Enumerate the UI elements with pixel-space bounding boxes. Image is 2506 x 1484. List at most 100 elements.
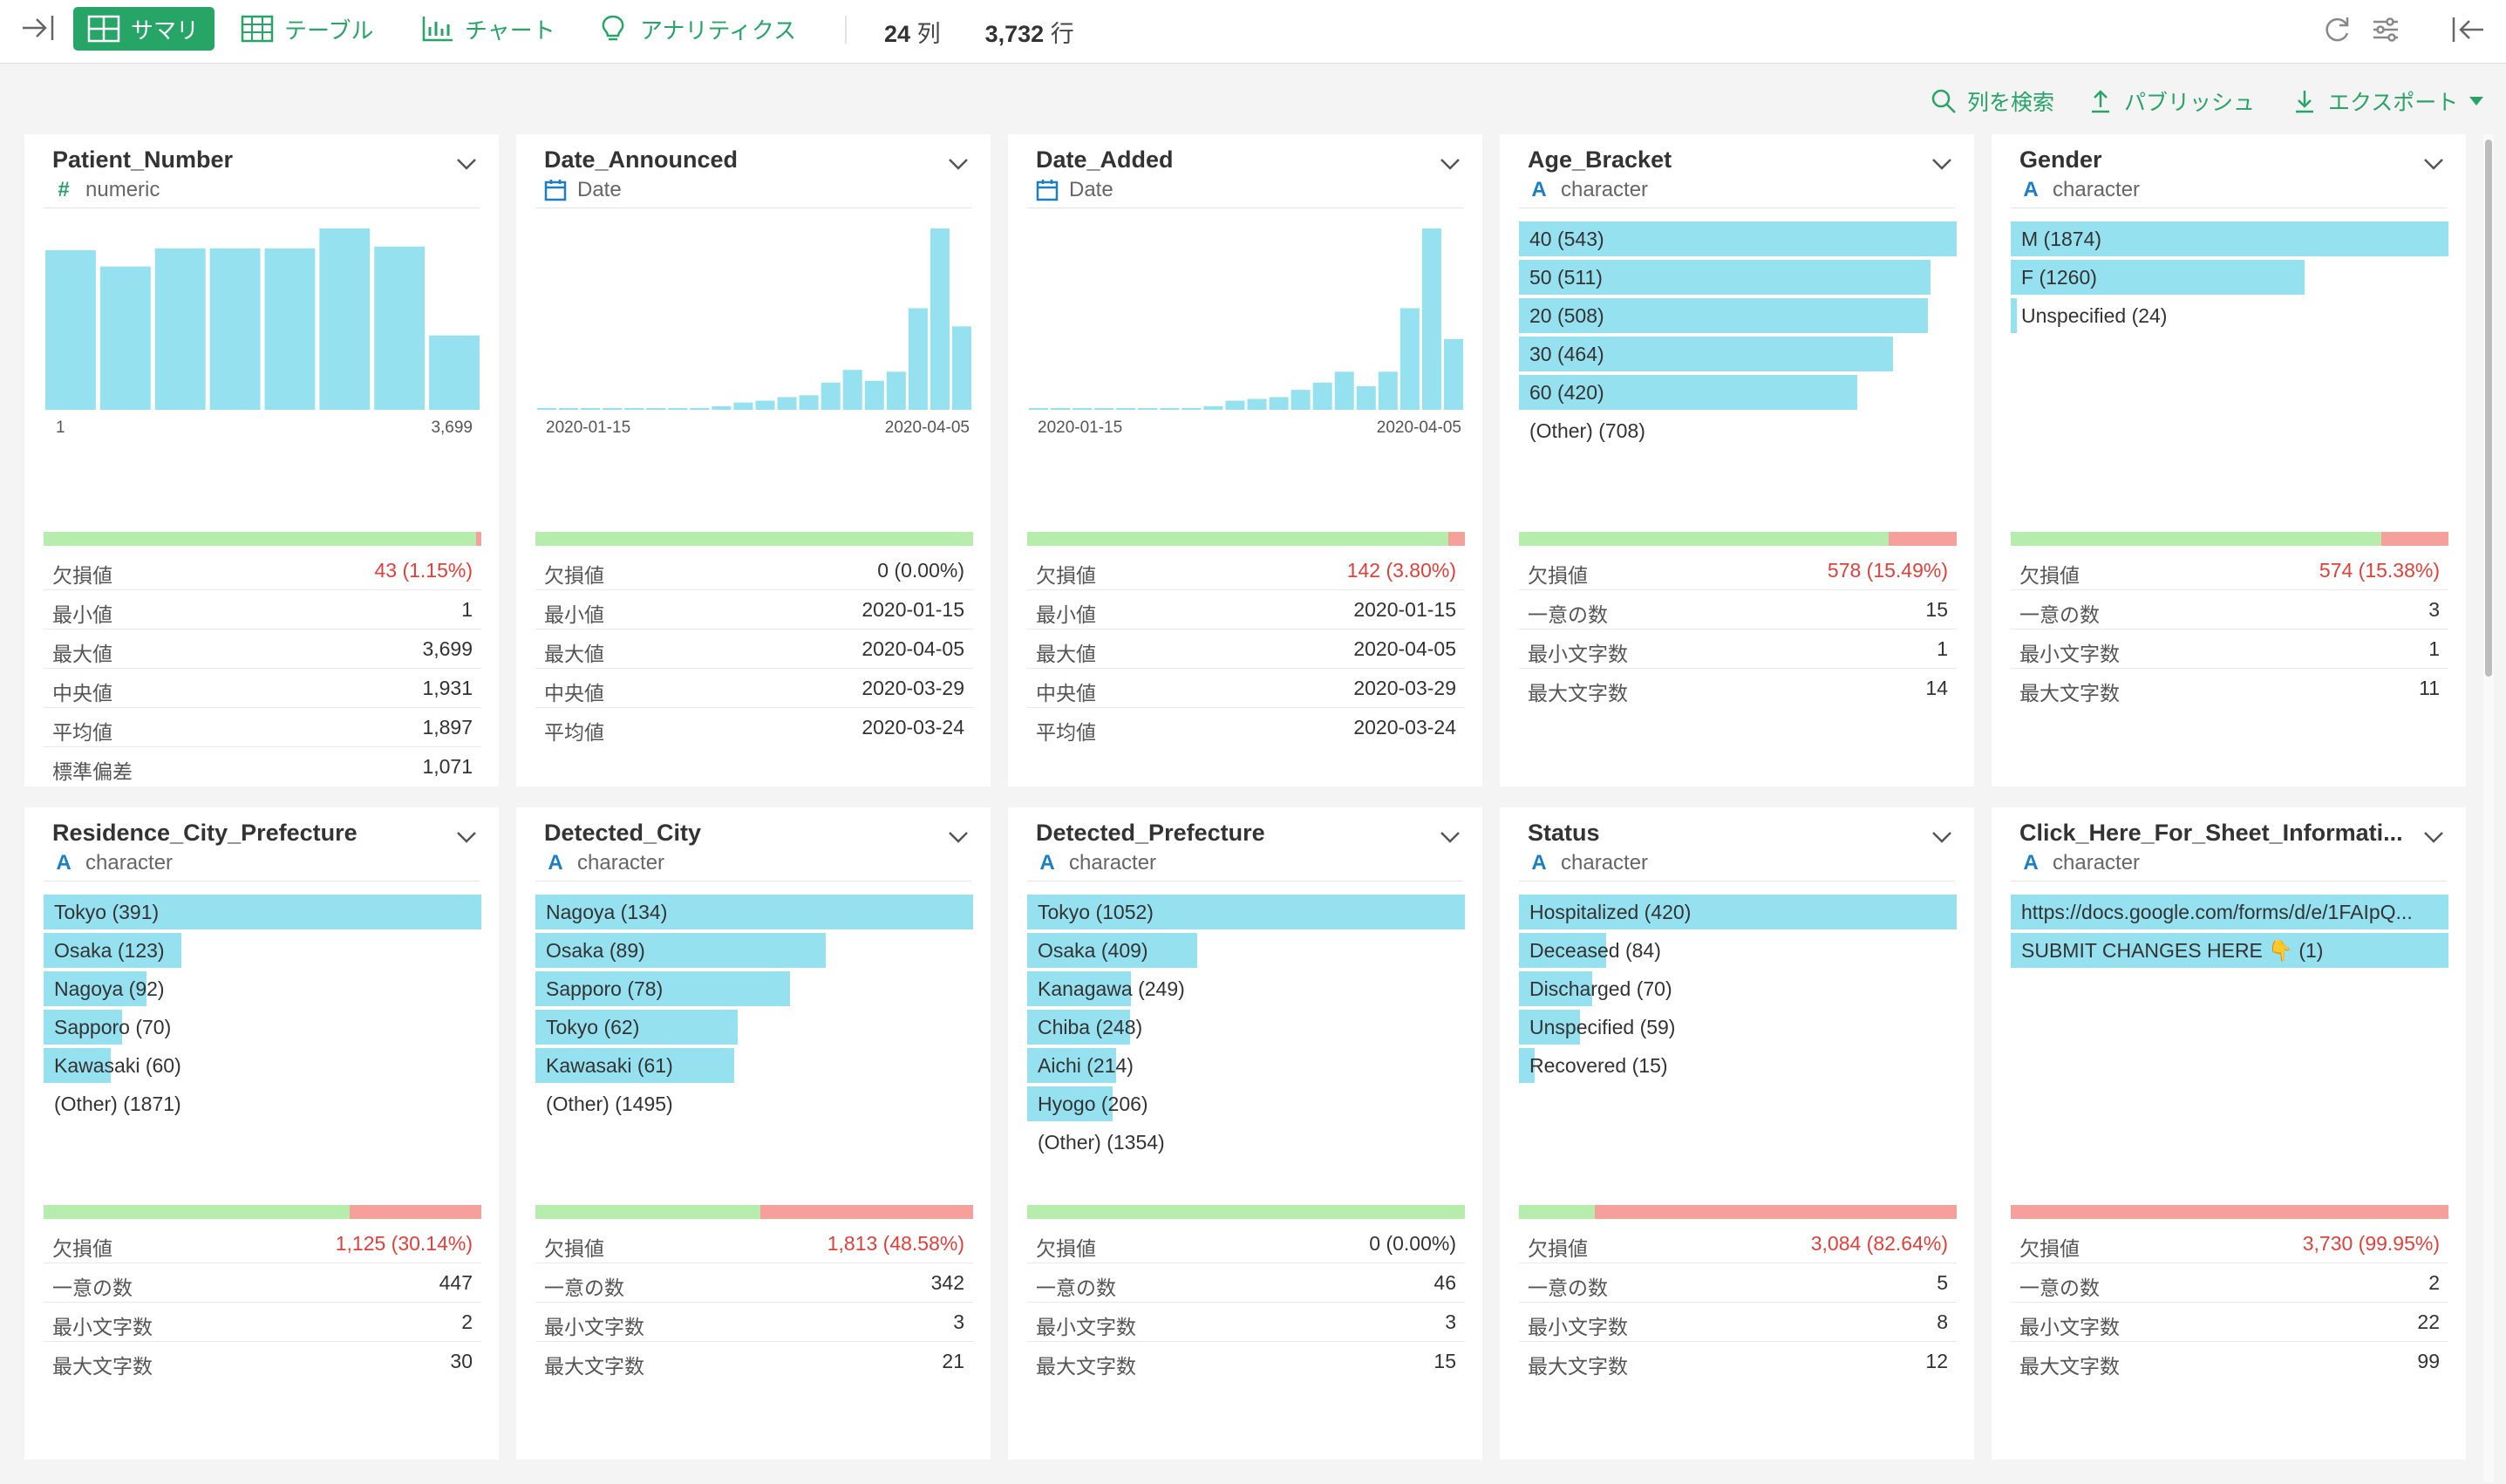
histogram-bar[interactable] xyxy=(1094,408,1114,410)
category-row[interactable]: 40 (543) xyxy=(1519,221,1957,256)
histogram-bar[interactable] xyxy=(712,405,732,410)
chevron-down-icon[interactable] xyxy=(945,827,971,848)
histogram-bar[interactable] xyxy=(1334,371,1354,410)
histogram-bar[interactable] xyxy=(1029,408,1049,410)
category-row[interactable]: Hospitalized (420) xyxy=(1519,895,1957,929)
category-row[interactable]: 20 (508) xyxy=(1519,298,1957,333)
histogram-bar[interactable] xyxy=(537,408,557,410)
category-row[interactable]: Tokyo (62) xyxy=(535,1010,973,1045)
histogram-bar[interactable] xyxy=(1399,308,1420,410)
histogram-bar[interactable] xyxy=(1203,405,1223,410)
histogram-bar[interactable] xyxy=(1051,408,1071,410)
category-row[interactable]: Osaka (409) xyxy=(1027,933,1465,968)
histogram-bar[interactable] xyxy=(1356,385,1376,410)
histogram-bar[interactable] xyxy=(1138,408,1158,410)
chevron-down-icon[interactable] xyxy=(453,153,480,174)
category-row[interactable]: Nagoya (134) xyxy=(535,895,973,929)
settings-sliders-icon[interactable] xyxy=(2368,14,2403,45)
histogram-bar[interactable] xyxy=(821,382,841,410)
histogram-bar[interactable] xyxy=(319,228,371,410)
chevron-down-icon[interactable] xyxy=(1929,827,1955,848)
histogram-bar[interactable] xyxy=(1269,397,1289,410)
histogram-bar[interactable] xyxy=(799,395,819,410)
expand-sidebar-icon[interactable] xyxy=(19,12,58,44)
category-row[interactable]: Osaka (123) xyxy=(44,933,481,968)
histogram-bar[interactable] xyxy=(1073,408,1093,410)
histogram-bar[interactable] xyxy=(733,402,753,410)
histogram-bar[interactable] xyxy=(1225,400,1245,410)
category-row[interactable]: Sapporo (78) xyxy=(535,971,973,1006)
category-row[interactable]: (Other) (708) xyxy=(1519,413,1957,448)
category-row[interactable]: Unspecified (24) xyxy=(2011,298,2448,333)
category-row[interactable]: Kawasaki (61) xyxy=(535,1048,973,1083)
category-row[interactable]: 60 (420) xyxy=(1519,375,1957,410)
refresh-icon[interactable] xyxy=(2319,14,2354,45)
histogram-bar[interactable] xyxy=(264,248,316,410)
histogram-bar[interactable] xyxy=(1290,390,1311,410)
category-row[interactable]: Hyogo (206) xyxy=(1027,1086,1465,1121)
histogram-bar[interactable] xyxy=(930,228,950,410)
histogram-bar[interactable] xyxy=(1421,228,1441,410)
category-row[interactable]: Deceased (84) xyxy=(1519,933,1957,968)
category-row[interactable]: Chiba (248) xyxy=(1027,1010,1465,1045)
category-row[interactable]: Tokyo (391) xyxy=(44,895,481,929)
category-row[interactable]: (Other) (1354) xyxy=(1027,1125,1465,1160)
tab-summary[interactable]: サマリ xyxy=(73,7,215,51)
category-row[interactable]: 50 (511) xyxy=(1519,260,1957,295)
histogram-bar[interactable] xyxy=(951,326,971,410)
histogram-bar[interactable] xyxy=(668,408,688,410)
category-row[interactable]: Kanagawa (249) xyxy=(1027,971,1465,1006)
histogram-bar[interactable] xyxy=(777,397,797,410)
histogram-bar[interactable] xyxy=(45,249,96,410)
category-row[interactable]: https://docs.google.com/forms/d/e/1FAIpQ… xyxy=(2011,895,2448,929)
tab-table[interactable]: テーブル xyxy=(241,7,373,51)
category-row[interactable]: Unspecified (59) xyxy=(1519,1010,1957,1045)
histogram-bar[interactable] xyxy=(908,308,928,410)
histogram-bar[interactable] xyxy=(374,246,426,410)
histogram-bar[interactable] xyxy=(1181,407,1202,410)
chevron-down-icon[interactable] xyxy=(1437,153,1463,174)
category-row[interactable]: Nagoya (92) xyxy=(44,971,481,1006)
category-row[interactable]: Discharged (70) xyxy=(1519,971,1957,1006)
category-row[interactable]: 30 (464) xyxy=(1519,337,1957,371)
chevron-down-icon[interactable] xyxy=(453,827,480,848)
chevron-down-icon[interactable] xyxy=(1437,827,1463,848)
category-row[interactable]: F (1260) xyxy=(2011,260,2448,295)
category-row[interactable]: (Other) (1495) xyxy=(535,1086,973,1121)
category-row[interactable]: Recovered (15) xyxy=(1519,1048,1957,1083)
tab-chart[interactable]: チャート xyxy=(421,7,555,51)
histogram-bar[interactable] xyxy=(842,370,862,410)
category-row[interactable]: SUBMIT CHANGES HERE 👇 (1) xyxy=(2011,933,2448,968)
histogram-bar[interactable] xyxy=(864,380,884,410)
category-row[interactable]: Sapporo (70) xyxy=(44,1010,481,1045)
publish-button[interactable]: パブリッシュ xyxy=(2087,84,2255,119)
histogram-bar[interactable] xyxy=(99,266,151,410)
histogram-bar[interactable] xyxy=(1160,408,1180,410)
chevron-down-icon[interactable] xyxy=(1929,153,1955,174)
category-row[interactable]: Aichi (214) xyxy=(1027,1048,1465,1083)
collapse-panel-icon[interactable] xyxy=(2450,14,2485,45)
chevron-down-icon[interactable] xyxy=(2421,153,2447,174)
export-button[interactable]: エクスポート xyxy=(2291,84,2484,119)
histogram-bar[interactable] xyxy=(1443,338,1463,410)
histogram-bar[interactable] xyxy=(154,248,206,410)
histogram-bar[interactable] xyxy=(209,248,261,410)
tab-analytics[interactable]: アナリティクス xyxy=(596,7,796,51)
chevron-down-icon[interactable] xyxy=(2421,827,2447,848)
search-columns-button[interactable]: 列を検索 xyxy=(1931,84,2054,119)
histogram-bar[interactable] xyxy=(690,407,710,410)
histogram-bar[interactable] xyxy=(559,408,579,410)
category-row[interactable]: Tokyo (1052) xyxy=(1027,895,1465,929)
category-row[interactable]: (Other) (1871) xyxy=(44,1086,481,1121)
scrollbar-thumb[interactable] xyxy=(2485,140,2492,677)
histogram-bar[interactable] xyxy=(755,400,775,410)
histogram-bar[interactable] xyxy=(1312,382,1332,410)
category-row[interactable]: Osaka (89) xyxy=(535,933,973,968)
histogram-bar[interactable] xyxy=(886,371,906,410)
chevron-down-icon[interactable] xyxy=(945,153,971,174)
histogram-bar[interactable] xyxy=(624,408,644,410)
histogram-bar[interactable] xyxy=(603,408,623,410)
category-row[interactable]: M (1874) xyxy=(2011,221,2448,256)
histogram-bar[interactable] xyxy=(1116,408,1136,410)
category-row[interactable]: Kawasaki (60) xyxy=(44,1048,481,1083)
